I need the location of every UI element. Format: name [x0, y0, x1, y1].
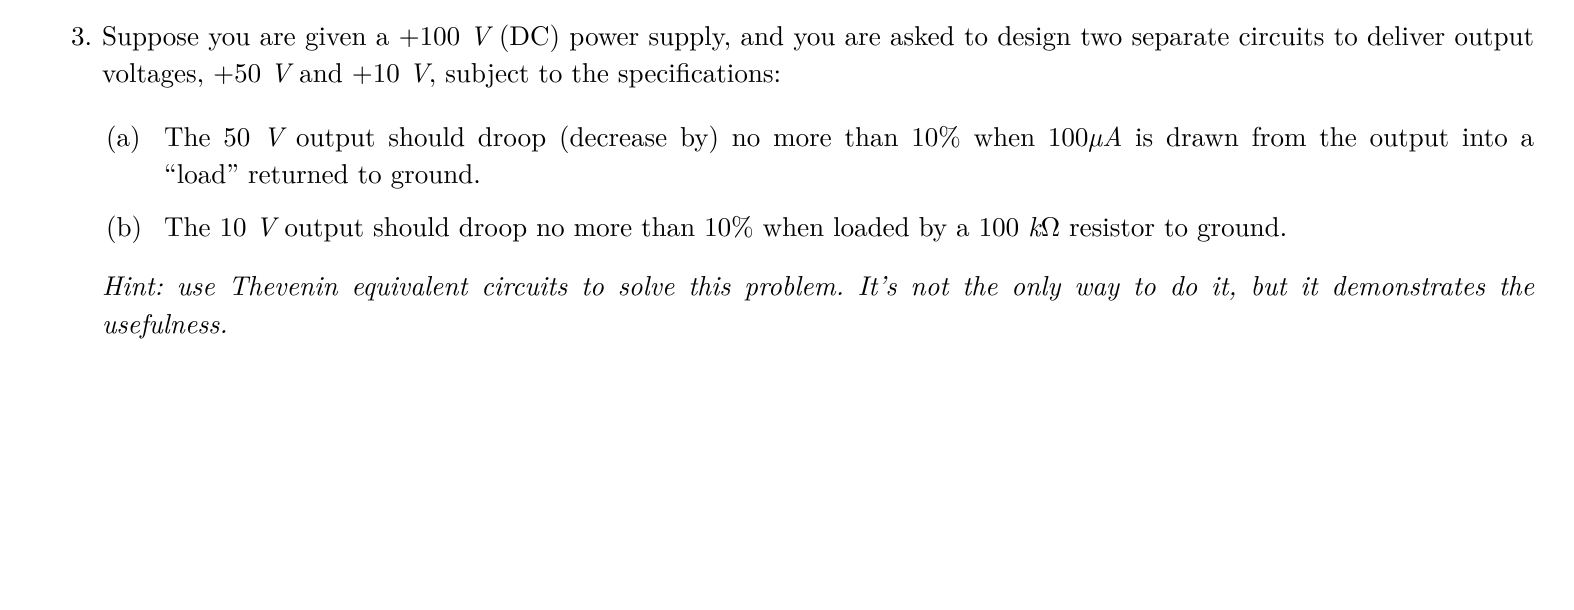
subitem-a: (a) The 50 V output should droop (decrea…: [102, 117, 1534, 192]
subitem-body: The 50 V output should droop (decrease b…: [164, 117, 1534, 192]
problem-intro: Suppose you are given a +100 V (DC) powe…: [102, 16, 1534, 91]
subitem-label: (b): [106, 207, 164, 244]
hint: Hint: use Thevenin equivalent circuits t…: [102, 266, 1534, 341]
problem-3: 3. Suppose you are given a +100 V (DC) p…: [40, 16, 1534, 341]
subitems: (a) The 50 V output should droop (decrea…: [102, 117, 1534, 245]
subitem-body: The 10 V output should droop no more tha…: [164, 207, 1534, 244]
subitem-b: (b) The 10 V output should droop no more…: [102, 207, 1534, 244]
page: 3. Suppose you are given a +100 V (DC) p…: [0, 0, 1574, 341]
subitem-label: (a): [106, 117, 164, 154]
problem-body: Suppose you are given a +100 V (DC) powe…: [102, 16, 1534, 341]
problem-number: 3.: [40, 16, 102, 53]
